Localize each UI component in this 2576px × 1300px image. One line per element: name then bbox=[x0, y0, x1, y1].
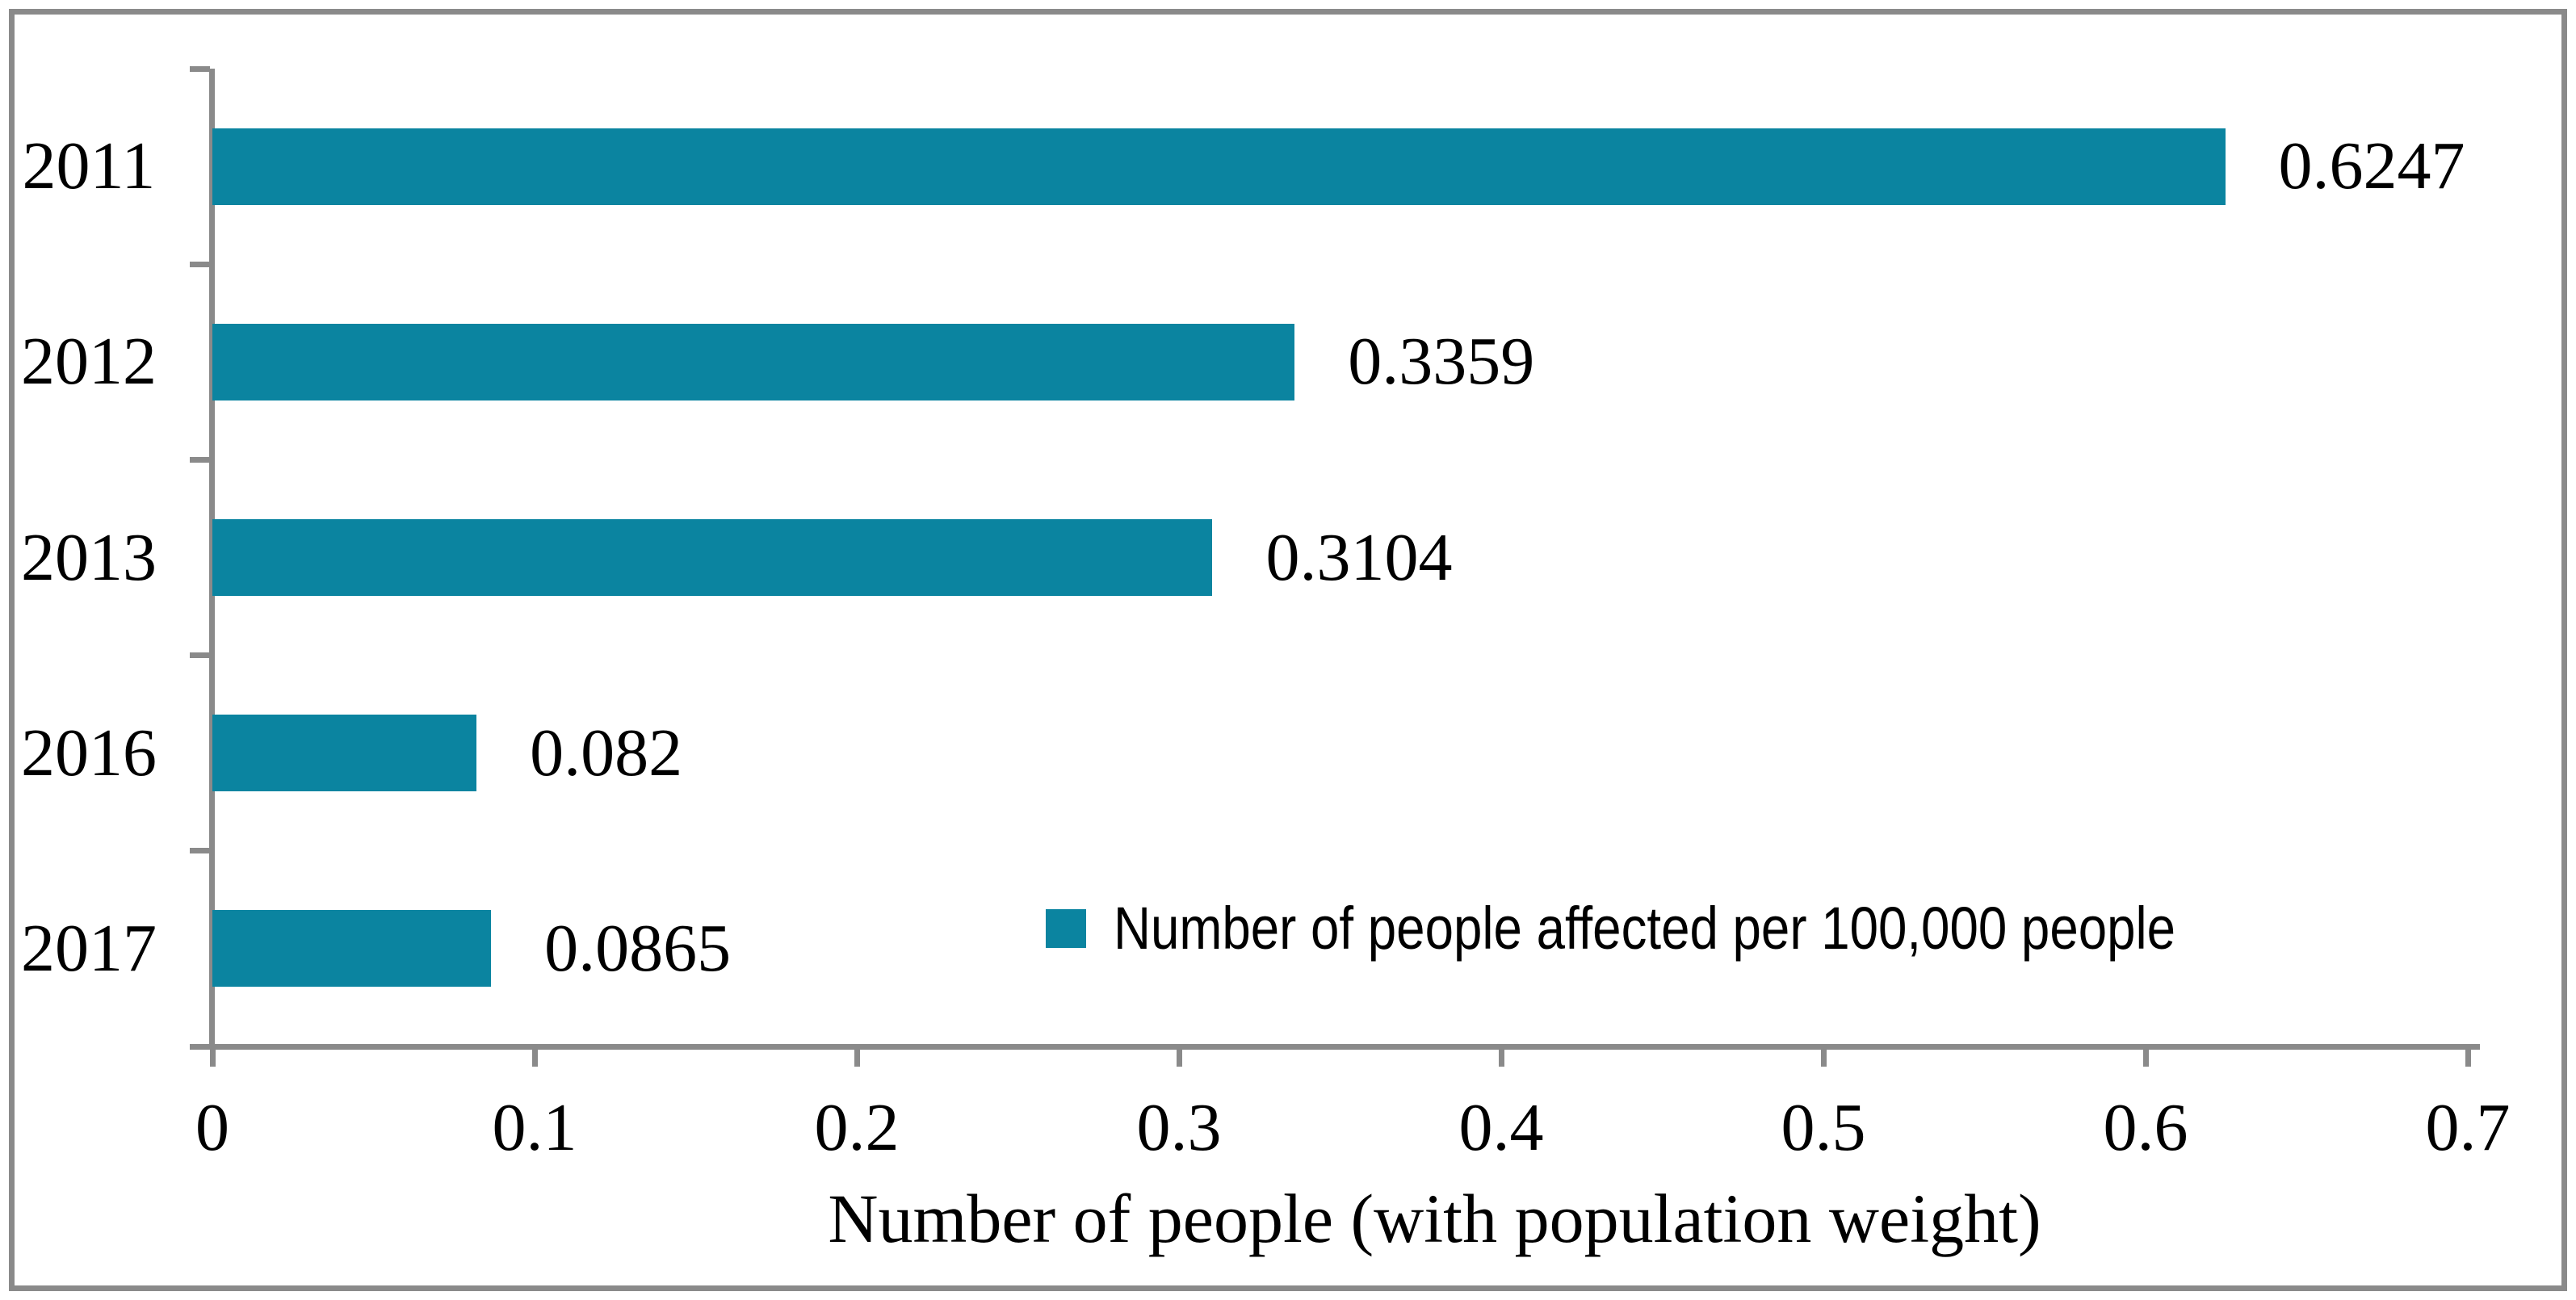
bar-value-label: 0.3104 bbox=[1265, 519, 1453, 595]
x-axis-tick-label: 0.3 bbox=[1136, 1090, 1222, 1165]
y-axis-line bbox=[209, 69, 215, 1049]
x-axis-tick bbox=[2465, 1044, 2471, 1067]
x-axis-tick bbox=[1498, 1044, 1504, 1067]
legend-swatch bbox=[1046, 909, 1086, 948]
plot-area: 0.6247 0.3359 0.3104 0.082 0.0865 bbox=[190, 65, 2480, 1067]
bar-value-label: 0.082 bbox=[530, 715, 683, 790]
x-axis-tick bbox=[209, 1044, 216, 1067]
bar-2013 bbox=[212, 519, 1213, 596]
bar-2017 bbox=[212, 910, 492, 988]
x-axis-tick-label: 0.4 bbox=[1458, 1090, 1544, 1165]
y-axis-tick bbox=[190, 652, 210, 659]
y-axis-tick bbox=[190, 848, 210, 854]
x-axis-tick bbox=[2142, 1044, 2149, 1067]
x-axis-tick bbox=[1820, 1044, 1827, 1067]
chart-border bbox=[9, 9, 2567, 1291]
bar-2016 bbox=[212, 715, 477, 792]
bar-value-label: 0.3359 bbox=[1348, 324, 1535, 400]
y-axis-tick bbox=[190, 65, 210, 72]
bar-value-label: 0.6247 bbox=[2278, 128, 2465, 204]
bar-2012 bbox=[212, 323, 1295, 400]
y-axis-tick-label: 2013 bbox=[21, 519, 157, 595]
y-axis-tick-label: 2017 bbox=[21, 910, 157, 986]
x-axis-tick-label: 0.1 bbox=[492, 1090, 577, 1165]
legend-label: Number of people affected per 100,000 pe… bbox=[1114, 895, 2176, 962]
y-axis-tick-label: 2016 bbox=[21, 715, 157, 790]
y-axis-tick bbox=[190, 1043, 210, 1050]
bar-value-label: 0.0865 bbox=[544, 910, 732, 986]
y-axis-tick-label: 2011 bbox=[22, 128, 156, 204]
legend: Number of people affected per 100,000 pe… bbox=[1046, 899, 2348, 958]
x-axis-tick-label: 0.5 bbox=[1781, 1090, 1866, 1165]
x-axis-tick bbox=[531, 1044, 538, 1067]
bar-2011 bbox=[212, 128, 2226, 205]
x-axis-tick-label: 0 bbox=[195, 1090, 229, 1165]
x-axis-title: Number of people (with population weight… bbox=[828, 1180, 2041, 1257]
x-axis-tick bbox=[1176, 1044, 1182, 1067]
x-axis-line bbox=[209, 1044, 2480, 1050]
x-axis-tick-label: 0.7 bbox=[2425, 1090, 2511, 1165]
y-axis-tick bbox=[190, 261, 210, 267]
y-axis-tick bbox=[190, 456, 210, 463]
y-axis-tick-label: 2012 bbox=[21, 324, 157, 400]
x-axis-tick bbox=[854, 1044, 860, 1067]
x-axis-tick-label: 0.6 bbox=[2103, 1090, 2188, 1165]
x-axis-tick-label: 0.2 bbox=[814, 1090, 900, 1165]
